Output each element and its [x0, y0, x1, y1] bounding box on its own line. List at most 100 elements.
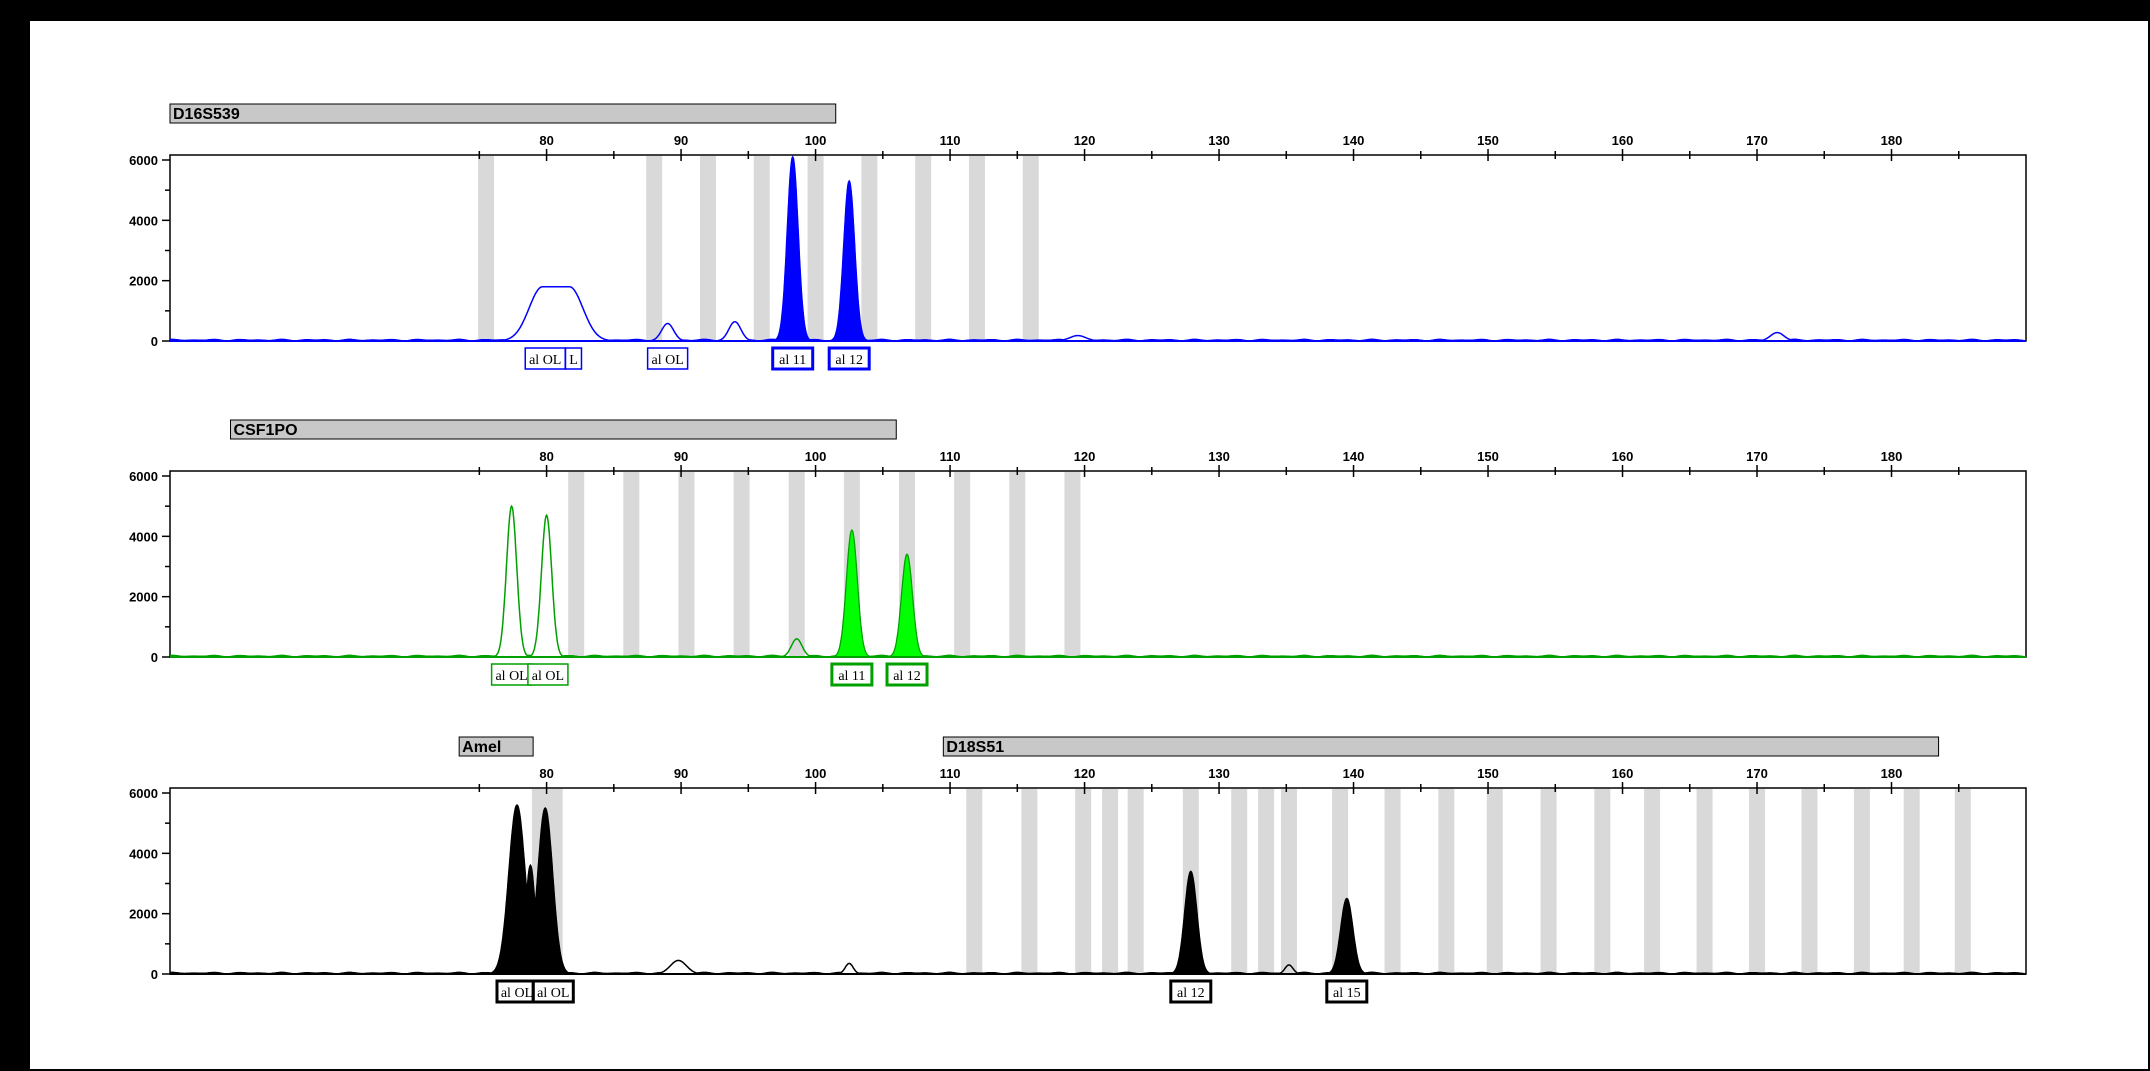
x-tick-label: 170 [1746, 766, 1768, 781]
marker-name: Amel [462, 739, 501, 756]
trace-line [169, 504, 2026, 658]
allele-bin [1853, 789, 1870, 974]
x-tick-label: 110 [940, 766, 961, 781]
trace-line [169, 804, 2026, 975]
marker-name: D16S539 [173, 106, 240, 123]
x-tick-label: 120 [1074, 133, 1096, 148]
allele-label: al OL [532, 669, 564, 684]
allele-label-box [771, 346, 815, 371]
allele-bin [733, 472, 750, 657]
y-tick-label: 0 [151, 650, 158, 665]
x-tick-label: 180 [1881, 449, 1903, 464]
x-tick-label: 90 [674, 766, 688, 781]
x-tick-label: 100 [805, 133, 827, 148]
allele-bin [1749, 789, 1766, 974]
allele-bin [1903, 789, 1920, 974]
allele-label-box [830, 662, 874, 687]
y-tick-label: 2000 [129, 907, 158, 922]
peak [515, 807, 576, 975]
allele-label-box [564, 347, 583, 370]
x-tick-label: 140 [1343, 133, 1365, 148]
plot-frame [169, 787, 2027, 975]
allele-label: al 11 [779, 353, 806, 368]
x-tick-label: 140 [1343, 766, 1365, 781]
allele-bin [1384, 789, 1401, 974]
panel-yellow: Amel D18S51 80 90 100 110 120 130 140 150 160 170 18… [129, 736, 2027, 1004]
x-tick-label: 80 [539, 766, 553, 781]
x-tick-label: 100 [805, 766, 827, 781]
allele-bin [753, 156, 770, 341]
marker-bar [458, 736, 534, 757]
x-tick-label: 110 [940, 133, 961, 148]
marker-bar [942, 736, 1940, 757]
allele-label: al 15 [1333, 986, 1361, 1001]
allele-bin [1438, 789, 1455, 974]
y-tick-label: 0 [151, 967, 158, 982]
allele-bin [966, 789, 983, 974]
allele-bin [954, 472, 971, 657]
allele-bin [623, 472, 640, 657]
x-tick-label: 120 [1074, 766, 1096, 781]
allele-bin [1954, 789, 1971, 974]
x-tick-label: 130 [1208, 133, 1230, 148]
y-tick-label: 6000 [129, 153, 158, 168]
allele-label: al 11 [838, 669, 865, 684]
allele-bin [568, 472, 585, 657]
x-tick-label: 150 [1477, 449, 1499, 464]
plot-frame [169, 470, 2027, 658]
marker-bar [230, 419, 897, 440]
x-tick-label: 160 [1612, 766, 1634, 781]
allele-bin [807, 156, 824, 341]
allele-label-box [1325, 979, 1369, 1004]
y-tick-label: 6000 [129, 469, 158, 484]
allele-bin [788, 472, 805, 657]
allele-label-box [531, 979, 575, 1004]
allele-bin [861, 156, 878, 341]
x-tick-label: 160 [1612, 449, 1634, 464]
x-tick-label: 80 [539, 449, 553, 464]
allele-bin [478, 156, 495, 341]
allele-bin [915, 156, 932, 341]
panel-blue: D16S539 80 90 100 110 120 130 140 150 160 170 180 0 2… [129, 103, 2027, 371]
allele-label-box [527, 663, 569, 686]
allele-label: al OL [537, 986, 569, 1001]
allele-bin [1231, 789, 1248, 974]
peak [770, 156, 815, 342]
x-tick-label: 180 [1881, 133, 1903, 148]
allele-bin [1022, 156, 1039, 341]
x-tick-label: 130 [1208, 766, 1230, 781]
marker-bar [169, 103, 837, 124]
x-tick-label: 90 [674, 133, 688, 148]
allele-bin [1021, 789, 1038, 974]
y-tick-label: 4000 [129, 846, 158, 861]
x-tick-label: 140 [1343, 449, 1365, 464]
allele-label: al OL [529, 353, 561, 368]
x-tick-label: 110 [940, 449, 961, 464]
trace-line [169, 155, 2026, 342]
x-tick-label: 180 [1881, 766, 1903, 781]
peak [885, 553, 929, 658]
y-tick-label: 0 [151, 334, 158, 349]
allele-bin [1594, 789, 1611, 974]
allele-bin [1064, 472, 1081, 657]
y-tick-label: 4000 [129, 213, 158, 228]
allele-label-box [646, 347, 689, 370]
allele-label: al OL [495, 669, 527, 684]
allele-label: al 12 [893, 669, 921, 684]
allele-bin [699, 156, 716, 341]
allele-bin [1009, 472, 1026, 657]
allele-bin [968, 156, 985, 341]
allele-label: al 12 [835, 353, 863, 368]
allele-bin [1102, 789, 1119, 974]
peak [830, 529, 874, 658]
allele-bin [1075, 789, 1092, 974]
allele-label: al 12 [1177, 986, 1205, 1001]
allele-label-box [827, 346, 871, 371]
allele-bin [1280, 789, 1297, 974]
allele-bin [646, 156, 663, 341]
peak [1322, 898, 1371, 975]
marker-name: CSF1PO [234, 422, 298, 439]
allele-bin [1258, 789, 1275, 974]
y-tick-label: 2000 [129, 274, 158, 289]
